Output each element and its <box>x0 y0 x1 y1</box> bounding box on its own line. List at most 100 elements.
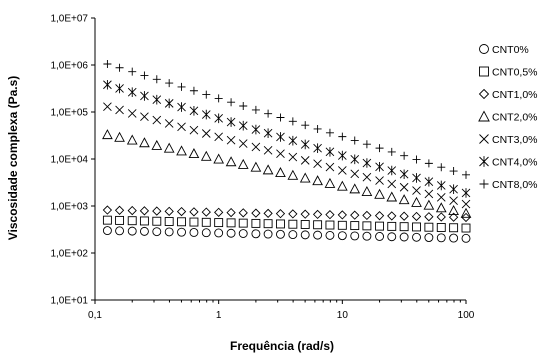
data-point <box>375 221 385 231</box>
series-plus <box>103 60 470 179</box>
data-point <box>461 212 471 223</box>
data-point <box>337 220 347 230</box>
data-point <box>214 94 223 103</box>
data-point <box>238 208 248 218</box>
data-point <box>115 63 124 72</box>
data-point <box>251 142 261 152</box>
data-point <box>300 139 310 150</box>
data-point <box>152 94 162 105</box>
data-point <box>177 217 186 227</box>
data-point <box>102 215 112 225</box>
data-point <box>362 172 372 182</box>
data-point <box>313 124 322 133</box>
data-point <box>448 205 459 216</box>
data-point <box>214 228 224 238</box>
data-point <box>164 206 174 216</box>
series-square <box>102 215 471 233</box>
series-triangle <box>102 129 472 218</box>
data-point <box>127 205 137 216</box>
x-axis-title: Frequência (rad/s) <box>230 339 334 353</box>
data-point <box>288 230 298 240</box>
data-point <box>362 158 372 168</box>
data-point <box>263 219 273 229</box>
data-point <box>276 219 285 229</box>
data-point <box>435 202 447 213</box>
data-point <box>288 135 298 146</box>
data-point <box>201 109 211 120</box>
data-point <box>251 208 261 218</box>
data-point <box>275 167 286 178</box>
data-point <box>412 173 421 183</box>
data-point <box>251 105 260 114</box>
data-point <box>127 87 137 98</box>
data-point <box>276 149 285 158</box>
data-point <box>152 206 162 216</box>
series-circle <box>102 226 471 243</box>
data-point <box>362 221 372 231</box>
data-point <box>461 188 471 198</box>
data-point <box>399 169 409 180</box>
data-point <box>449 196 458 206</box>
data-point <box>114 131 125 142</box>
data-point <box>437 163 446 172</box>
data-point <box>126 134 138 145</box>
data-point <box>325 220 335 230</box>
data-point <box>350 221 360 231</box>
data-point <box>139 216 149 226</box>
data-point <box>462 170 470 179</box>
data-point <box>461 223 471 233</box>
data-point <box>151 139 163 150</box>
data-point <box>299 172 311 183</box>
data-point <box>325 230 335 240</box>
data-point <box>226 228 236 238</box>
data-point <box>374 188 385 199</box>
data-point <box>251 218 261 228</box>
data-point <box>226 135 236 145</box>
legend-label: CNT8,0% <box>492 179 538 191</box>
data-point <box>238 218 248 228</box>
data-point <box>337 231 347 241</box>
data-point <box>375 144 384 153</box>
data-point <box>127 226 137 236</box>
data-point <box>227 98 236 107</box>
data-point <box>263 128 273 139</box>
data-point <box>337 210 347 220</box>
data-point <box>115 105 124 115</box>
data-point <box>448 212 459 222</box>
data-point <box>164 119 174 128</box>
data-point <box>400 151 409 160</box>
y-tick-label: 1,0E+07 <box>50 14 88 25</box>
chart-axes <box>94 18 466 301</box>
data-point <box>412 155 421 164</box>
x-axis-ticks: 0,1 1 10 100 <box>88 300 475 321</box>
y-tick-label: 1,0E+05 <box>50 108 88 119</box>
data-point <box>338 166 347 175</box>
data-point <box>374 211 385 221</box>
data-point <box>324 177 336 188</box>
legend-label: CNT2,0% <box>492 112 538 124</box>
data-point <box>177 82 186 91</box>
data-point <box>375 176 384 185</box>
data-point <box>139 137 150 148</box>
data-point <box>114 205 125 215</box>
data-point <box>436 180 446 191</box>
data-point <box>140 91 149 101</box>
data-point <box>301 121 310 130</box>
data-point <box>336 180 348 191</box>
data-point <box>325 128 334 137</box>
data-point <box>214 218 224 228</box>
data-point <box>201 129 211 138</box>
data-point <box>214 207 224 217</box>
data-point <box>238 139 248 148</box>
data-point <box>201 207 211 217</box>
data-point <box>127 109 137 118</box>
x-tick-label: 0,1 <box>88 310 102 321</box>
data-point <box>461 233 471 243</box>
data-point <box>177 122 186 132</box>
data-point <box>338 150 347 161</box>
data-point <box>424 159 433 168</box>
data-point <box>251 124 261 135</box>
data-point <box>238 229 248 238</box>
data-point <box>152 115 162 125</box>
data-point <box>350 136 359 145</box>
